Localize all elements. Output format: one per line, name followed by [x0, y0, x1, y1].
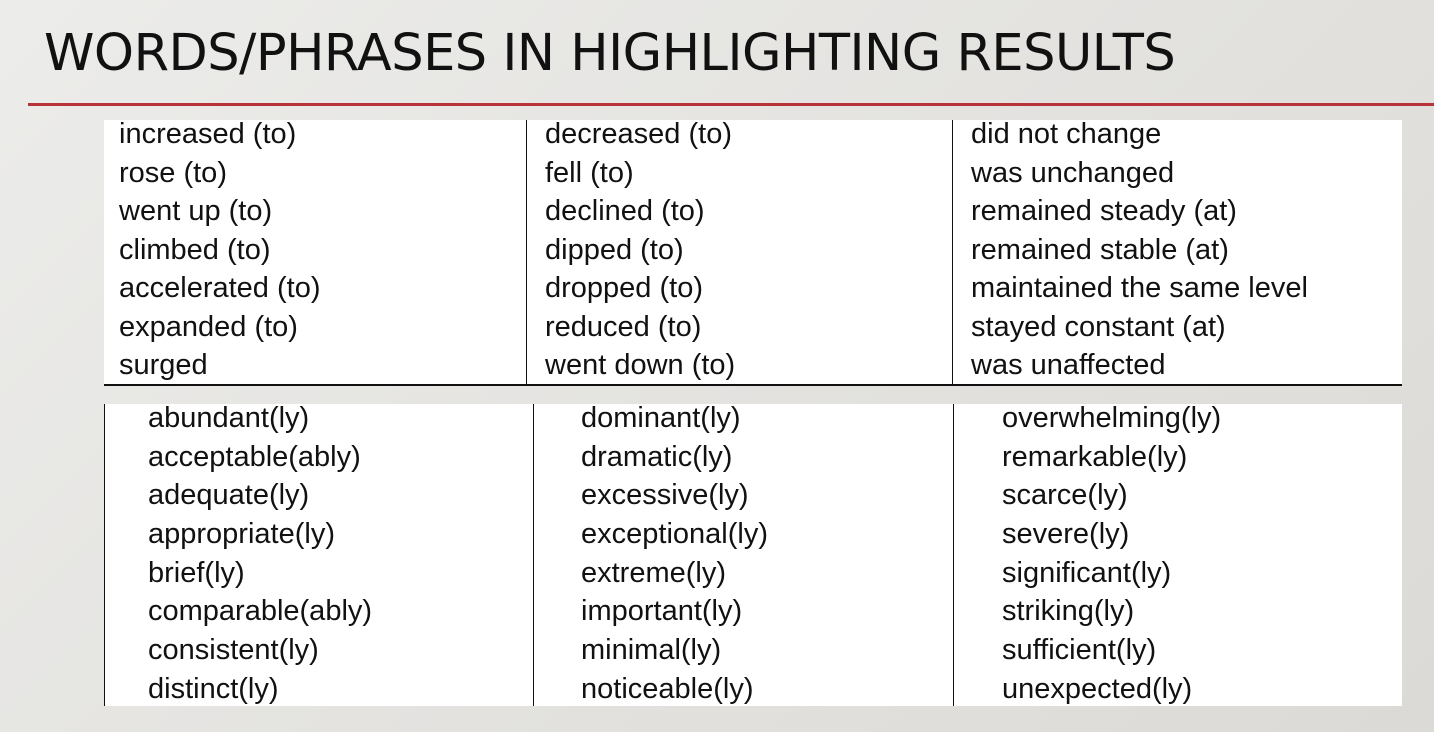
- table-cell: acceptable(ably): [148, 440, 361, 473]
- table-cell: increased (to): [119, 118, 297, 150]
- table-cell: remarkable(ly): [1002, 440, 1188, 473]
- title-divider: [28, 103, 1434, 106]
- decrease-verbs-column: decreased (to) fell (to) declined (to) d…: [527, 120, 953, 384]
- no-change-verbs-column: did not change was unchanged remained st…: [953, 120, 1402, 384]
- table-cell: consistent(ly): [148, 634, 319, 667]
- table-cell: did not change: [971, 118, 1162, 150]
- table-cell: dropped (to): [545, 272, 703, 304]
- table-cell: was unchanged: [971, 156, 1175, 189]
- table-cell: rose (to): [119, 156, 227, 189]
- table-cell: striking(ly): [1002, 595, 1135, 628]
- increase-verbs-column: increased (to) rose (to) went up (to) cl…: [104, 120, 527, 384]
- table-cell: minimal(ly): [581, 634, 722, 667]
- table-cell: adequate(ly): [148, 479, 310, 512]
- table-cell: sufficient(ly): [1002, 634, 1157, 667]
- table-cell: severe(ly): [1002, 518, 1130, 551]
- table-cell: dipped (to): [545, 233, 684, 266]
- verb-phrase-table: increased (to) rose (to) went up (to) cl…: [104, 120, 1402, 386]
- adverb-column-1: abundant(ly) acceptable(ably) adequate(l…: [105, 404, 534, 706]
- table-cell: remained stable (at): [971, 233, 1229, 266]
- table-cell: important(ly): [581, 595, 743, 628]
- table-cell: maintained the same level: [971, 272, 1308, 304]
- table-cell: expanded (to): [119, 310, 298, 343]
- table-cell: distinct(ly): [148, 672, 279, 705]
- table-cell: surged: [119, 349, 208, 381]
- table-cell: decreased (to): [545, 118, 732, 150]
- table-cell: excessive(ly): [581, 479, 749, 512]
- table-cell: declined (to): [545, 195, 705, 227]
- slide-title: WORDS/PHRASES IN HIGHLIGHTING RESULTS: [44, 24, 1176, 83]
- table-cell: scarce(ly): [1002, 479, 1128, 512]
- table-cell: exceptional(ly): [581, 518, 768, 551]
- table-cell: went up (to): [119, 195, 273, 227]
- table-cell: reduced (to): [545, 310, 702, 343]
- table-cell: stayed constant (at): [971, 310, 1226, 343]
- table-cell: went down (to): [545, 349, 736, 381]
- table-cell: comparable(ably): [148, 595, 373, 628]
- table-cell: extreme(ly): [581, 556, 727, 589]
- table-cell: noticeable(ly): [581, 672, 754, 705]
- table-cell: abundant(ly): [148, 402, 310, 434]
- table-cell: was unaffected: [971, 349, 1166, 381]
- table-cell: remained steady (at): [971, 195, 1237, 227]
- table-cell: dominant(ly): [581, 402, 741, 434]
- table-cell: overwhelming(ly): [1002, 402, 1222, 434]
- table-cell: appropriate(ly): [148, 518, 335, 551]
- table-cell: unexpected(ly): [1002, 672, 1193, 705]
- table-cell: fell (to): [545, 156, 634, 189]
- adverb-column-2: dominant(ly) dramatic(ly) excessive(ly) …: [534, 404, 954, 706]
- adjective-adverb-table: abundant(ly) acceptable(ably) adequate(l…: [104, 404, 1402, 706]
- adverb-column-3: overwhelming(ly) remarkable(ly) scarce(l…: [954, 404, 1402, 706]
- table-cell: brief(ly): [148, 556, 245, 589]
- table-cell: accelerated (to): [119, 272, 321, 304]
- table-cell: significant(ly): [1002, 556, 1172, 589]
- table-cell: climbed (to): [119, 233, 271, 266]
- table-cell: dramatic(ly): [581, 440, 733, 473]
